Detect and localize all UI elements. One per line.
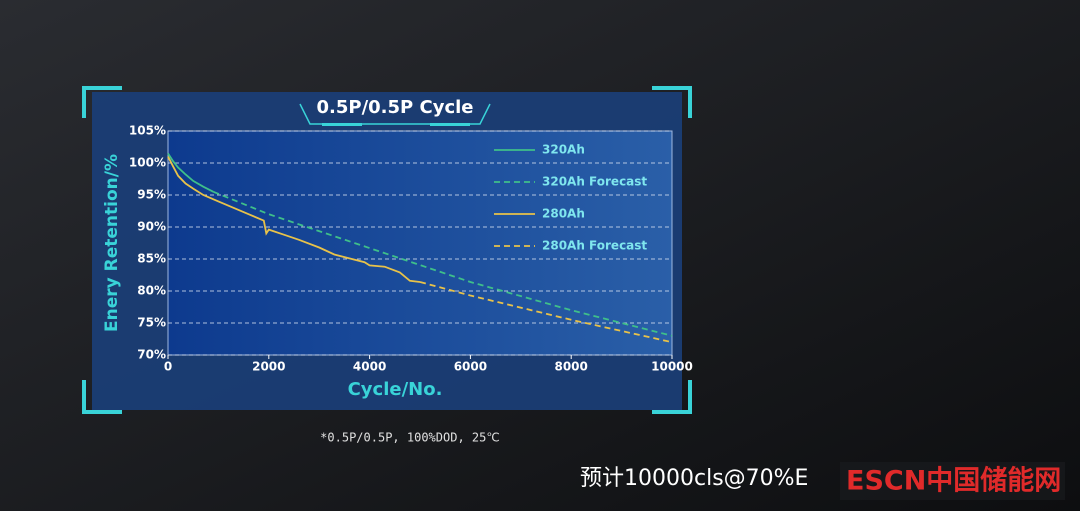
series-line [167, 156, 421, 283]
y-tick-label: 90% [137, 220, 166, 234]
x-tick-label: 4000 [353, 360, 386, 374]
y-tick-label: 100% [129, 156, 166, 170]
y-tick-label: 95% [137, 188, 166, 202]
legend-label: 320Ah Forecast [542, 175, 647, 189]
watermark-bg [840, 462, 1065, 500]
plot-area [167, 130, 673, 356]
x-tick-label: 10000 [651, 360, 693, 374]
caption: 预计10000cls@70%E [580, 466, 808, 491]
title-accent [430, 123, 470, 126]
x-tick-label: 6000 [454, 360, 487, 374]
legend-label: 280Ah [542, 207, 585, 221]
y-tick-label: 75% [137, 316, 166, 330]
series-line [419, 281, 673, 344]
x-axis-label: Cycle/No. [348, 379, 443, 400]
title-accent [322, 123, 362, 126]
x-tick-label: 0 [164, 360, 172, 374]
y-tick-label: 80% [137, 284, 166, 298]
y-axis-label: Enery Retention/% [102, 154, 122, 332]
y-tick-label: 70% [137, 348, 166, 362]
legend-label: 320Ah [542, 143, 585, 157]
frame-corners [82, 86, 692, 414]
watermark: ESCN中国储能网 [846, 465, 1061, 497]
footnote: *0.5P/0.5P, 100%DOD, 25℃ [320, 431, 500, 445]
x-tick-label: 2000 [252, 360, 285, 374]
legend-label: 280Ah Forecast [542, 239, 647, 253]
x-tick-label: 8000 [554, 360, 587, 374]
chart-title: 0.5P/0.5P Cycle [317, 97, 474, 118]
series-line [167, 152, 214, 193]
y-tick-label: 85% [137, 252, 166, 266]
y-tick-label: 105% [129, 124, 166, 138]
title-frame [299, 103, 491, 125]
series-line [213, 190, 673, 337]
